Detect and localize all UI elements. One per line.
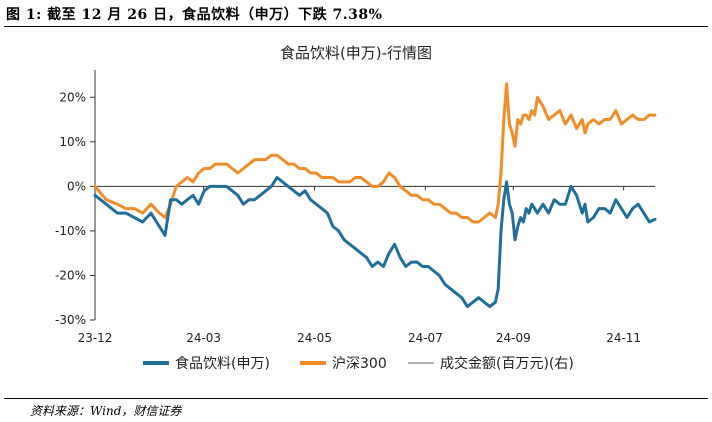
series-line-1 [93, 82, 657, 224]
series-line-0 [93, 176, 657, 309]
y-tick-label: 10% [59, 135, 86, 149]
legend-label: 沪深300 [332, 356, 387, 372]
y-tick-label: 20% [59, 90, 86, 104]
chart-axes: 20% 10% 0% -10% -20% -30% 23-12 24-03 24-05 24-07… [55, 70, 655, 345]
x-tick-label: 24-11 [606, 331, 641, 345]
x-tick-label: 24-05 [297, 331, 332, 345]
figure-header: 图 1: 截至 12 月 26 日，食品饮料（申万）下跌 7.38% [0, 0, 712, 30]
chart-legend: 食品饮料(申万) 沪深300 成交金额(百万元)(右) [143, 355, 574, 372]
figure-caption: 图 1: 截至 12 月 26 日，食品饮料（申万）下跌 7.38% [6, 7, 383, 23]
x-tick-label: 24-09 [496, 331, 531, 345]
legend-label: 成交金额(百万元)(右) [440, 355, 574, 372]
x-tick-label: 24-07 [408, 331, 443, 345]
y-tick-label: 0% [67, 179, 86, 193]
source-note: 资料来源：Wind，财信证券 [30, 404, 182, 418]
line-chart: 食品饮料(申万)-行情图 20% 10% 0% -10% -20% -30% 23-12 24… [55, 44, 657, 372]
series-layer [93, 82, 657, 309]
chart-title: 食品饮料(申万)-行情图 [280, 44, 432, 62]
y-tick-label: -30% [55, 313, 86, 327]
x-tick-label: 23-12 [78, 331, 113, 345]
chart-container: 食品饮料(申万)-行情图 20% 10% 0% -10% -20% -30% 23-12 24… [0, 30, 712, 395]
x-tick-label: 24-03 [186, 331, 221, 345]
legend-label: 食品饮料(申万) [175, 355, 270, 372]
footer-rule [4, 398, 708, 399]
y-tick-label: -10% [55, 224, 86, 238]
header-rule [4, 26, 708, 27]
y-tick-label: -20% [55, 268, 86, 282]
